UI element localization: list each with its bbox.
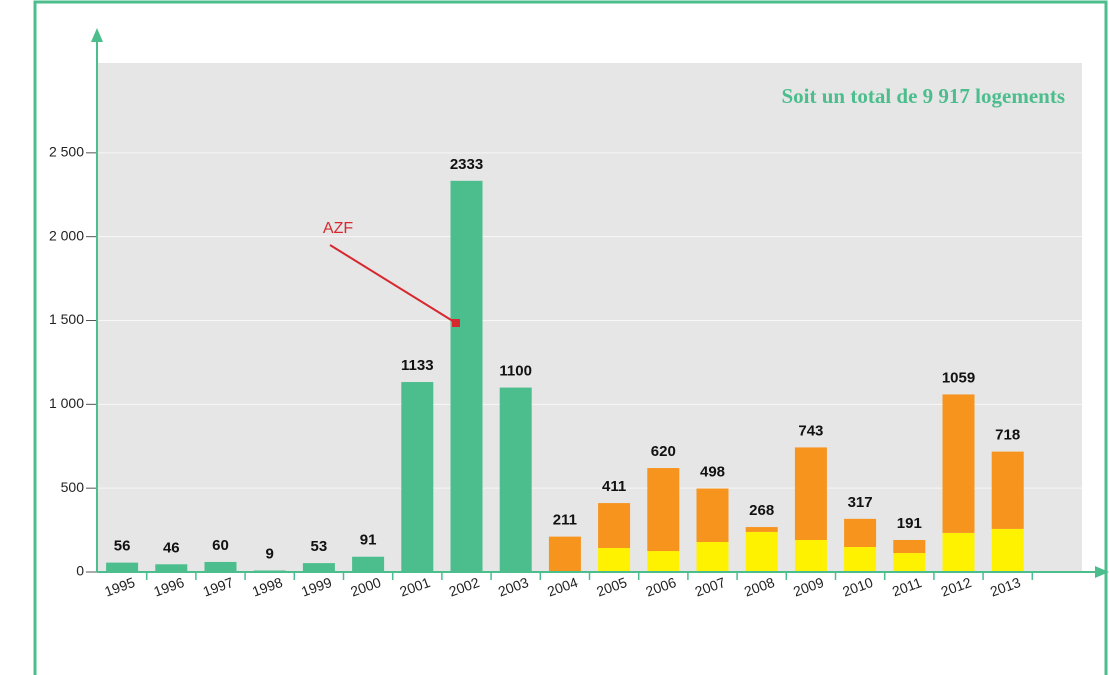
bar	[991, 528, 1024, 572]
bar	[499, 387, 532, 572]
annotation-point	[452, 319, 460, 327]
x-axis-arrow	[1095, 566, 1109, 578]
plot-background	[97, 63, 1082, 572]
bar	[450, 180, 483, 572]
annotation-line	[329, 244, 457, 324]
bar	[942, 394, 975, 533]
total-label: 1059	[942, 369, 975, 386]
bar	[991, 451, 1024, 529]
bar	[696, 488, 729, 542]
plot-area	[97, 63, 1082, 573]
bar	[844, 518, 877, 548]
total-label: 2333	[450, 156, 483, 173]
y-tick-label: 1 500	[49, 311, 84, 327]
x-tick-label: 2002	[447, 574, 482, 600]
bar	[794, 539, 827, 572]
x-tick-label: 2009	[791, 574, 826, 600]
x-tick-label: 1998	[250, 574, 285, 600]
x-tick-label: 2008	[742, 574, 777, 600]
y-tick-label: 1 000	[49, 395, 84, 411]
x-tick-label: 1995	[102, 574, 137, 600]
total-label: 620	[651, 443, 676, 460]
bar	[598, 503, 631, 549]
bar	[204, 561, 237, 572]
bar	[647, 551, 680, 572]
bar	[548, 536, 581, 572]
x-tick-label: 2000	[348, 574, 383, 600]
frame	[33, 0, 1108, 675]
total-label: 60	[212, 537, 229, 554]
y-axis-arrow	[91, 28, 103, 42]
bar	[745, 531, 778, 572]
y-tick-label: 500	[61, 479, 85, 495]
x-tick-label: 2006	[643, 574, 678, 600]
bar	[893, 553, 926, 572]
total-label: 498	[700, 463, 725, 480]
total-label: 91	[360, 532, 377, 549]
bar	[893, 539, 926, 554]
total-label: 1133	[401, 357, 434, 374]
bar	[745, 527, 778, 532]
x-tick-label: 2013	[988, 574, 1023, 600]
bar	[155, 564, 188, 572]
bar	[942, 532, 975, 572]
total-label: 743	[798, 422, 823, 439]
x-tick-label: 2004	[545, 574, 580, 600]
total-label: 56	[114, 538, 131, 555]
bar	[352, 556, 385, 572]
total-label: 211	[553, 512, 577, 529]
bar	[106, 562, 139, 572]
x-tick-label: 1997	[201, 574, 236, 600]
bar	[401, 382, 434, 572]
total-label: 9	[266, 545, 274, 562]
total-label: 268	[749, 502, 774, 519]
total-label: 191	[897, 515, 922, 532]
total-label: 718	[995, 427, 1020, 444]
x-tick-label: 2007	[693, 574, 728, 600]
x-tick-label: 1996	[151, 574, 186, 600]
total-label: 317	[848, 494, 873, 511]
bar	[844, 547, 877, 572]
bar	[794, 447, 827, 540]
total-label: 46	[163, 539, 180, 556]
x-tick-label: 2010	[840, 574, 875, 600]
bar	[302, 563, 335, 572]
bar	[598, 548, 631, 572]
y-tick-label: 2 500	[49, 144, 84, 160]
y-tick-label: 2 000	[49, 227, 84, 243]
y-tick-label: 0	[76, 563, 84, 579]
annotation: AZF	[323, 220, 353, 237]
x-tick-label: 2011	[890, 574, 924, 599]
bar	[696, 541, 729, 572]
x-tick-label: 2005	[594, 574, 629, 600]
bar	[647, 468, 680, 552]
total-label: 53	[311, 538, 328, 555]
total-label: 411	[602, 478, 626, 495]
x-tick-label: 2012	[939, 574, 974, 600]
total-note: Soit un total de 9 917 logements	[782, 84, 1066, 108]
x-tick-label: 2001	[397, 574, 432, 600]
x-tick-label: 1999	[299, 574, 334, 600]
total-label: 1100	[499, 363, 532, 380]
x-tick-label: 2003	[496, 574, 531, 600]
